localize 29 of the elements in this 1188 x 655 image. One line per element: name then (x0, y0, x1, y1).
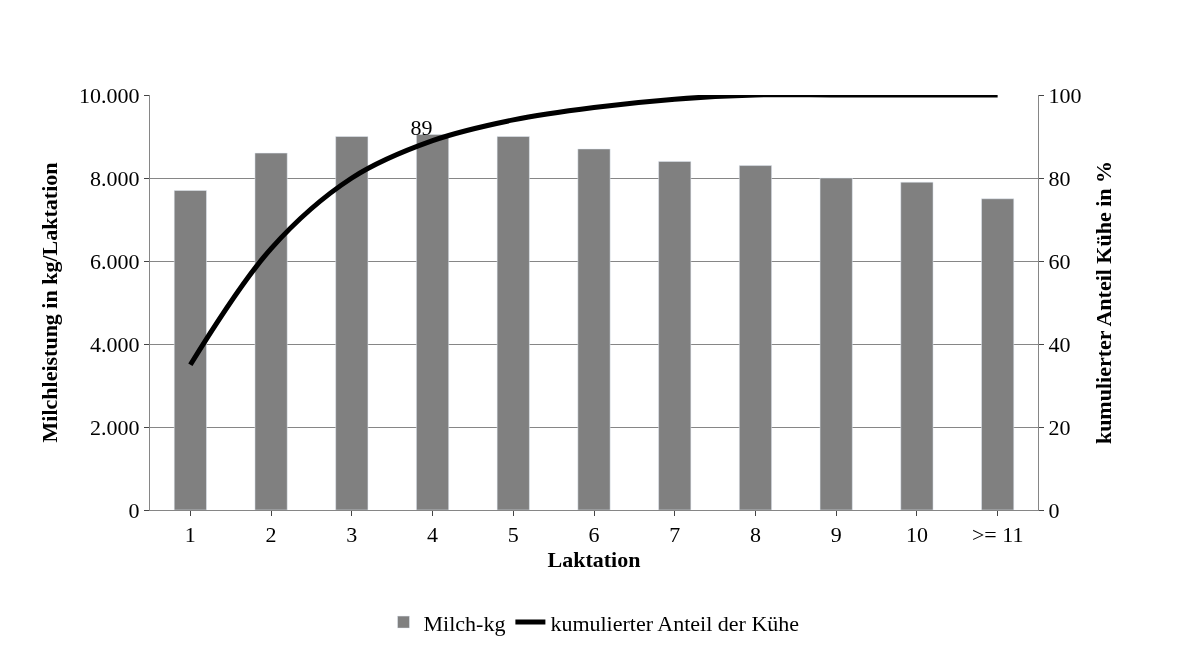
y-tick-label: 8.000 (90, 165, 140, 191)
y2-axis-title: kumulierter Anteil Kühe in % (1091, 160, 1117, 445)
y2-tick-label: 80 (1048, 165, 1071, 191)
x-tick-label: 10 (905, 522, 928, 548)
y2-tick-label: 100 (1048, 82, 1082, 108)
y-tick-label: 0 (128, 497, 140, 523)
y-tick-label: 6.000 (90, 248, 140, 274)
legend-label: kumulierter Anteil der Kühe (550, 610, 800, 636)
y-axis-title: Milchleistung in kg/Laktation (36, 162, 62, 443)
x-tick-label: 4 (427, 522, 439, 548)
x-tick-label: 7 (669, 522, 681, 548)
x-tick-label: 8 (749, 522, 761, 548)
x-tick-label: 2 (265, 522, 277, 548)
y2-tick-label: 60 (1048, 248, 1071, 274)
y-tick-label: 10.000 (79, 82, 140, 108)
x-tick-label: 3 (346, 522, 358, 548)
data-label: 89 (410, 115, 433, 141)
y2-tick-label: 40 (1048, 331, 1071, 357)
x-tick-label: 6 (588, 522, 600, 548)
x-tick-label: 9 (830, 522, 842, 548)
x-tick-label: 5 (507, 522, 519, 548)
x-axis-title: Laktation (547, 547, 641, 573)
y-tick-label: 2.000 (90, 414, 140, 440)
x-tick-label: 1 (184, 522, 196, 548)
x-tick-label: >= 11 (971, 522, 1024, 548)
legend-label: Milch-kg (423, 610, 506, 636)
y2-tick-label: 0 (1048, 497, 1060, 523)
y2-tick-label: 20 (1048, 414, 1071, 440)
y-tick-label: 4.000 (90, 331, 140, 357)
